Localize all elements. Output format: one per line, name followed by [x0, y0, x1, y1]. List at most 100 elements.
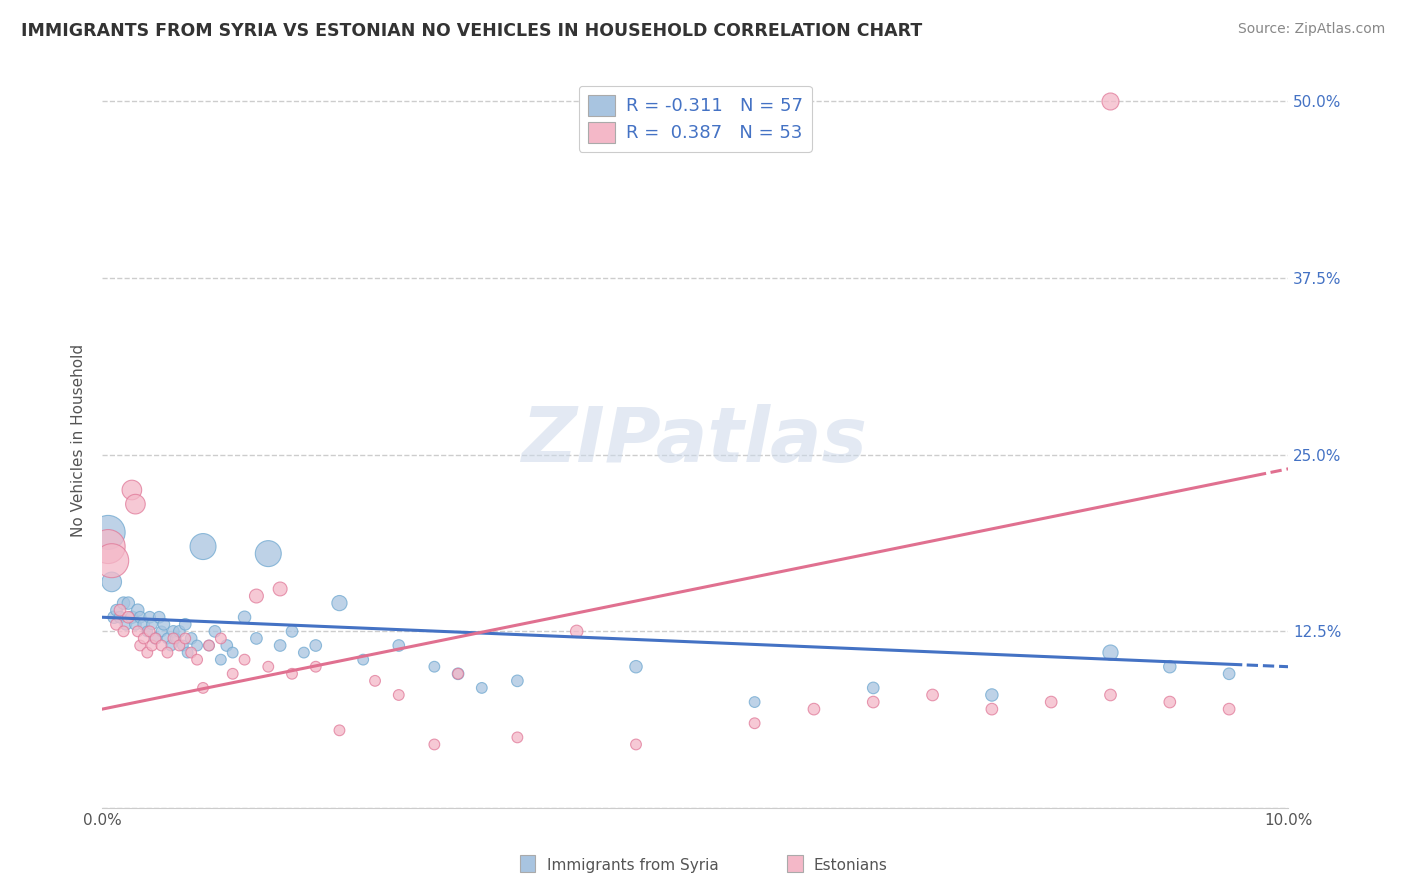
Point — [921, 688, 943, 702]
Point — [136, 646, 159, 660]
Point — [423, 738, 446, 752]
Point — [162, 624, 184, 639]
Text: IMMIGRANTS FROM SYRIA VS ESTONIAN NO VEHICLES IN HOUSEHOLD CORRELATION CHART: IMMIGRANTS FROM SYRIA VS ESTONIAN NO VEH… — [21, 22, 922, 40]
Point — [447, 666, 470, 681]
Point — [1159, 659, 1181, 673]
Point — [165, 632, 187, 646]
Point — [138, 610, 160, 624]
Point — [180, 632, 202, 646]
Point — [138, 624, 160, 639]
Point — [121, 610, 143, 624]
Point — [292, 646, 315, 660]
Point — [862, 681, 884, 695]
Point — [150, 639, 173, 653]
Point — [169, 639, 191, 653]
Text: Estonians: Estonians — [814, 858, 887, 873]
Point — [115, 617, 138, 632]
Point — [624, 659, 647, 673]
Point — [215, 639, 238, 653]
Point — [222, 666, 245, 681]
Point — [980, 688, 1002, 702]
Point — [145, 632, 167, 646]
Point — [141, 617, 163, 632]
Point — [328, 723, 350, 738]
Point — [121, 483, 143, 497]
Point — [471, 681, 494, 695]
Point — [112, 624, 135, 639]
Point — [160, 639, 183, 653]
Point — [1099, 688, 1122, 702]
Point — [222, 646, 245, 660]
Point — [305, 659, 328, 673]
Point — [209, 632, 232, 646]
Point — [132, 617, 155, 632]
Point — [156, 632, 179, 646]
Point — [245, 589, 267, 603]
Point — [145, 632, 167, 646]
Point — [352, 653, 374, 667]
Point — [124, 617, 146, 632]
Point — [1159, 695, 1181, 709]
Point — [100, 574, 122, 589]
Text: Immigrants from Syria: Immigrants from Syria — [547, 858, 718, 873]
Point — [153, 617, 176, 632]
Point — [141, 639, 163, 653]
Point — [117, 596, 139, 610]
Legend: R = -0.311   N = 57, R =  0.387   N = 53: R = -0.311 N = 57, R = 0.387 N = 53 — [579, 86, 811, 152]
Point — [744, 716, 766, 731]
Point — [281, 666, 304, 681]
Point — [245, 632, 267, 646]
Point — [156, 646, 179, 660]
Point — [1099, 95, 1122, 109]
Point — [97, 540, 120, 554]
Point — [447, 666, 470, 681]
Point — [257, 547, 280, 561]
Text: ZIPatlas: ZIPatlas — [522, 403, 869, 477]
Point — [191, 681, 214, 695]
Point — [169, 624, 191, 639]
Point — [180, 646, 202, 660]
Point — [1040, 695, 1063, 709]
Point — [198, 639, 221, 653]
Point — [108, 603, 131, 617]
Point — [233, 653, 256, 667]
Point — [281, 624, 304, 639]
Point — [305, 639, 328, 653]
Point — [112, 596, 135, 610]
Point — [132, 632, 155, 646]
Point — [423, 659, 446, 673]
Point — [103, 610, 125, 624]
Point — [388, 688, 411, 702]
Point — [565, 624, 588, 639]
Point — [233, 610, 256, 624]
Y-axis label: No Vehicles in Household: No Vehicles in Household — [72, 344, 86, 537]
Point — [186, 653, 208, 667]
Point — [624, 738, 647, 752]
Point — [269, 639, 291, 653]
Point — [105, 617, 128, 632]
Point — [257, 659, 280, 673]
Point — [172, 639, 194, 653]
Point — [124, 497, 146, 511]
Point — [506, 731, 529, 745]
Point — [980, 702, 1002, 716]
Point — [1218, 702, 1240, 716]
Point — [1099, 646, 1122, 660]
Point — [186, 639, 208, 653]
Point — [191, 540, 214, 554]
Point — [388, 639, 411, 653]
Point — [150, 624, 173, 639]
Point — [129, 639, 152, 653]
Point — [174, 632, 197, 646]
Point — [108, 610, 131, 624]
Point — [176, 646, 198, 660]
Point — [162, 632, 184, 646]
Point — [148, 610, 170, 624]
Point — [269, 582, 291, 596]
Point — [100, 554, 122, 568]
Point — [174, 617, 197, 632]
Point — [328, 596, 350, 610]
Point — [97, 525, 120, 540]
Point — [364, 673, 387, 688]
Point — [105, 603, 128, 617]
